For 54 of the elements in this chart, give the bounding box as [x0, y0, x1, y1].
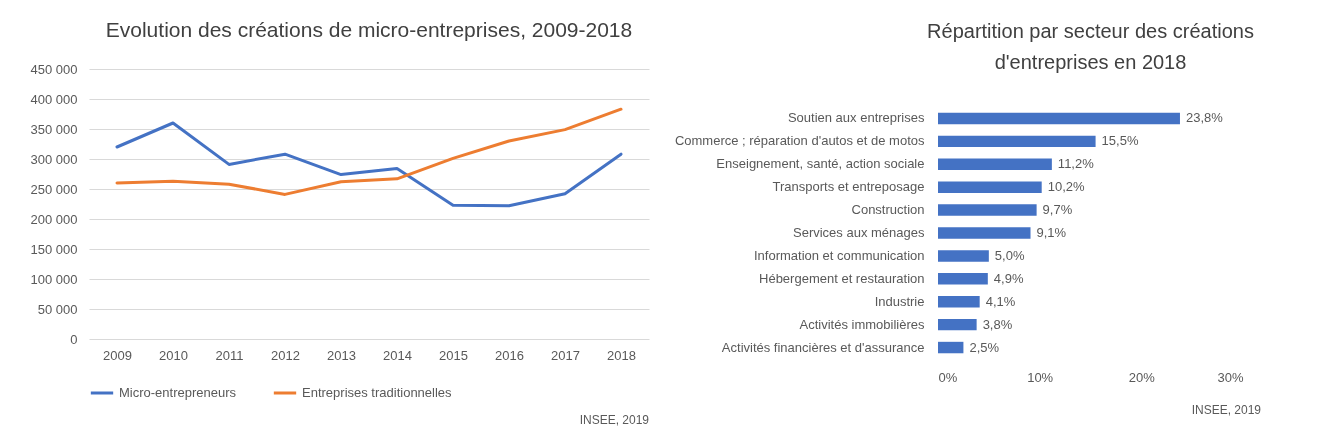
text: INSEE, 2019: [1191, 403, 1262, 417]
x-tick-label: 2017: [551, 347, 580, 363]
x-tick-label: 2010: [159, 347, 188, 363]
legend-label: Micro-entrepreneurs: [119, 385, 237, 400]
y-tick-label: Services aux ménages: [792, 225, 925, 240]
x-tick-label: 30%: [1217, 369, 1244, 385]
y-tick-label: Information et communication: [753, 247, 925, 263]
chart-title: Répartition par secteur des créations d'entreprises en 2018: [927, 20, 1254, 73]
data-label: 9,1%: [1036, 225, 1067, 240]
data-label: 9,7%: [1042, 202, 1073, 218]
x-tick-label: 2012: [271, 347, 300, 363]
x-tick-label: 2011: [215, 347, 244, 363]
data-label: 11,2%: [1057, 156, 1095, 172]
data-label: 4,9%: [993, 270, 1024, 286]
y-tick-label: 150 000: [30, 241, 78, 257]
y-tick-label: Transports et entreposage: [772, 179, 925, 195]
y-tick-label: Activités immobilières: [799, 316, 925, 332]
y-tick-label: Activités financières et d'assurance: [721, 339, 925, 355]
x-tick-label: 2016: [495, 347, 524, 363]
x-tick-label: 20%: [1128, 369, 1156, 385]
x-tick-label: 2013: [327, 347, 356, 363]
legend-label: Entreprises traditionnelles: [302, 385, 453, 400]
data-label: 10,2%: [1047, 179, 1085, 195]
y-tick-label: 400 000: [30, 91, 78, 107]
x-tick-label: 2015: [439, 347, 468, 363]
y-tick-label: 0: [70, 331, 78, 347]
y-tick-label: 100 000: [30, 271, 78, 287]
x-tick-label: 2009: [103, 347, 132, 363]
data-label: 5,0%: [994, 247, 1025, 263]
y-tick-label: Construction: [851, 202, 925, 218]
text: INSEE, 2019: [579, 413, 650, 427]
y-tick-label: Hébergement et restauration: [759, 270, 925, 286]
data-label: 23,8%: [1185, 110, 1224, 126]
y-tick-label: 250 000: [30, 181, 78, 197]
x-tick-label: 2014: [383, 347, 412, 363]
chart-title: Evolution des créations de micro-entreprises, 2009-2018: [105, 18, 633, 41]
y-tick-label: 350 000: [30, 121, 78, 137]
data-label: 3,8%: [982, 316, 1013, 332]
line-series: [115, 107, 623, 196]
x-tick-label: 0%: [938, 369, 958, 385]
data-label: 4,1%: [985, 293, 1016, 309]
y-tick-label: 300 000: [30, 151, 78, 167]
y-tick-label: Commerce ; réparation d'autos et de motos: [674, 133, 925, 149]
y-tick-label: Enseignement, santé, action sociale: [716, 156, 925, 172]
y-tick-label: Soutien aux entreprises: [787, 110, 925, 126]
line-series: [115, 121, 623, 208]
y-tick-label: Industrie: [874, 293, 925, 309]
y-tick-label: 200 000: [30, 211, 78, 227]
y-tick-label: 50 000: [37, 301, 78, 317]
x-tick-label: 10%: [1027, 369, 1054, 385]
x-tick-label: 2018: [607, 347, 636, 363]
data-label: 2,5%: [969, 339, 1000, 355]
data-label: 15,5%: [1101, 133, 1139, 149]
y-tick-label: 450 000: [30, 61, 78, 77]
